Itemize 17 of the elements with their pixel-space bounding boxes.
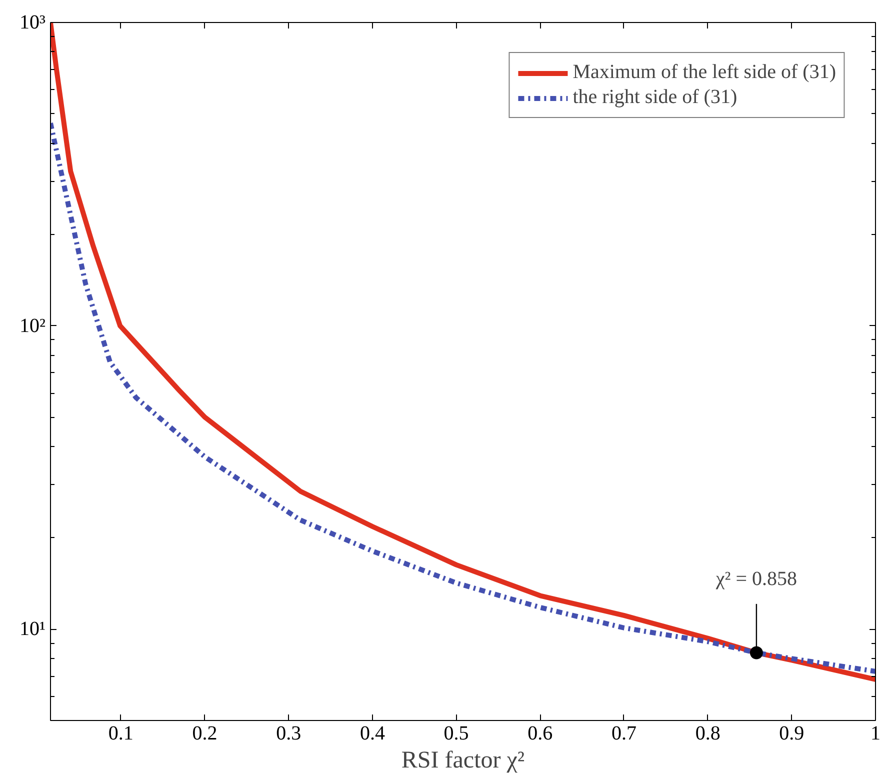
x-tick-label: 0.4 [360, 722, 385, 744]
legend-label: Maximum of the left side of (31) [572, 61, 836, 84]
annotation: χ² = 0.858 [714, 568, 798, 590]
y-tick-label: 10² [20, 314, 46, 337]
x-tick-label: 0.7 [611, 722, 636, 744]
x-tick-label: 0.5 [444, 722, 469, 744]
x-axis-title: RSI factor χ² [401, 748, 525, 774]
x-tick-label: 0.9 [779, 722, 804, 744]
y-tick-label: 10¹ [20, 618, 46, 640]
x-tick-label: 0.3 [276, 722, 302, 744]
x-tick-label: 0.2 [192, 722, 218, 744]
x-tick-label: 0.8 [695, 722, 720, 744]
x-tick-label: 0.1 [108, 722, 134, 744]
y-tick-label: 10³ [20, 12, 46, 34]
x-tick-label: 1 [870, 722, 880, 744]
legend-label: the right side of (31) [572, 86, 738, 109]
x-tick-label: 0.6 [528, 722, 553, 744]
